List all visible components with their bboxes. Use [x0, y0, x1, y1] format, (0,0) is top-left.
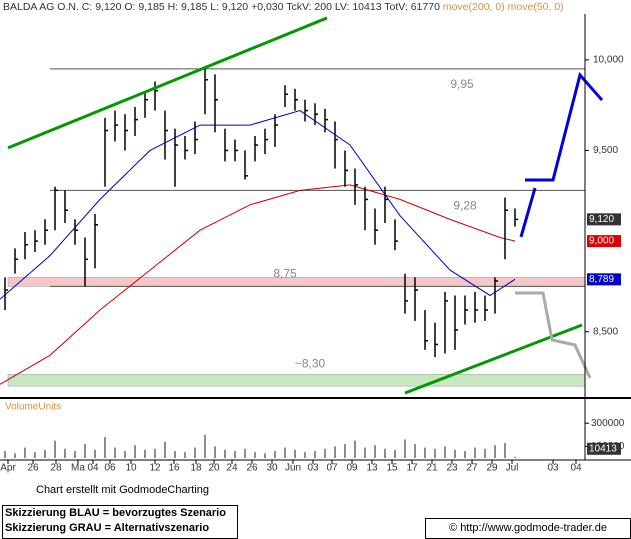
- volume-tick-label: 300000: [591, 418, 625, 429]
- volume-marker-label: 10413: [589, 443, 617, 454]
- x-tick-label: 03: [307, 463, 319, 474]
- header: BALDA AG O.N. C: 9,120 O: 9,185 H: 9,185…: [3, 1, 564, 13]
- ma-legend: move(50, 0): [508, 1, 564, 13]
- legend-grey: Skizzierung GRAU = Alternativszenario: [5, 522, 210, 534]
- moving-average: [0, 184, 516, 385]
- y-tick-label: 8,500: [593, 326, 618, 337]
- x-tick-label: 12: [149, 463, 161, 474]
- price-marker-label: 9,120: [589, 214, 614, 225]
- legend-blue: Skizzierung BLAU = bevorzugtes Szenario: [5, 507, 226, 519]
- x-tick-label: 15: [386, 463, 398, 474]
- chart: ~8,30 9,95 9,28 8,75 BALDA AG O.N. C: 9,120…: [0, 0, 631, 480]
- level-label: 8,75: [273, 267, 297, 281]
- level-label: 9,95: [450, 77, 474, 91]
- zone: [7, 374, 586, 387]
- price-marker: [587, 213, 621, 226]
- x-tick-label: 04: [570, 463, 582, 474]
- credit: Chart erstellt mit GodmodeCharting: [36, 484, 210, 496]
- header-bg: [0, 0, 631, 14]
- x-tick-label: Ma: [71, 463, 85, 474]
- x-tick-label: 03: [547, 463, 559, 474]
- x-tick-label: 07: [326, 463, 338, 474]
- x-tick-label: 28: [50, 463, 62, 474]
- x-tick-label: 09: [346, 463, 358, 474]
- level-label: 9,28: [453, 199, 477, 213]
- price-marker-label: 8,789: [589, 274, 614, 285]
- x-tick-label: 26: [246, 463, 258, 474]
- x-tick-label: 23: [446, 463, 458, 474]
- price-marker-label: 9,000: [589, 236, 614, 247]
- x-tick-label: 13: [366, 463, 378, 474]
- x-tick-label: 04: [87, 463, 99, 474]
- y-tick-label: 10,000: [593, 54, 624, 65]
- x-tick-label: 20: [208, 463, 220, 474]
- x-tick-label: 29: [486, 463, 498, 474]
- x-tick-label: 27: [466, 463, 478, 474]
- price-marker: [587, 235, 621, 248]
- volume-marker: [587, 442, 621, 455]
- x-tick-label: 30: [266, 463, 278, 474]
- zone-label: ~8,30: [295, 357, 326, 371]
- x-tick-label: 10: [125, 463, 137, 474]
- x-tick-label: 17: [406, 463, 418, 474]
- x-tick-label: 24: [226, 463, 238, 474]
- trendline: [515, 291, 592, 379]
- background: [0, 0, 631, 480]
- x-tick-label: Jun: [285, 463, 301, 474]
- price-marker: [587, 273, 621, 286]
- x-tick-label: 16: [168, 463, 180, 474]
- trendline: [519, 187, 537, 238]
- trendline: [7, 16, 328, 150]
- trendline: [525, 71, 604, 182]
- ma-legend: move(200, 0): [443, 1, 505, 13]
- legend-box: Skizzierung BLAU = bevorzugtes Szenario …: [2, 505, 238, 539]
- x-tick-label: 18: [190, 463, 202, 474]
- y-tick-label: 9,500: [593, 145, 618, 156]
- x-tick-label: Jul: [506, 463, 519, 474]
- header-text: BALDA AG O.N. C: 9,120 O: 9,185 H: 9,185…: [3, 1, 440, 13]
- volume-label: VolumeUnits: [5, 402, 61, 413]
- x-tick-label: 06: [104, 463, 116, 474]
- copyright[interactable]: © http://www.godmode-trader.de: [425, 518, 631, 539]
- x-tick-label: Apr: [0, 463, 16, 474]
- x-tick-label: 21: [426, 463, 438, 474]
- x-tick-label: 26: [27, 463, 39, 474]
